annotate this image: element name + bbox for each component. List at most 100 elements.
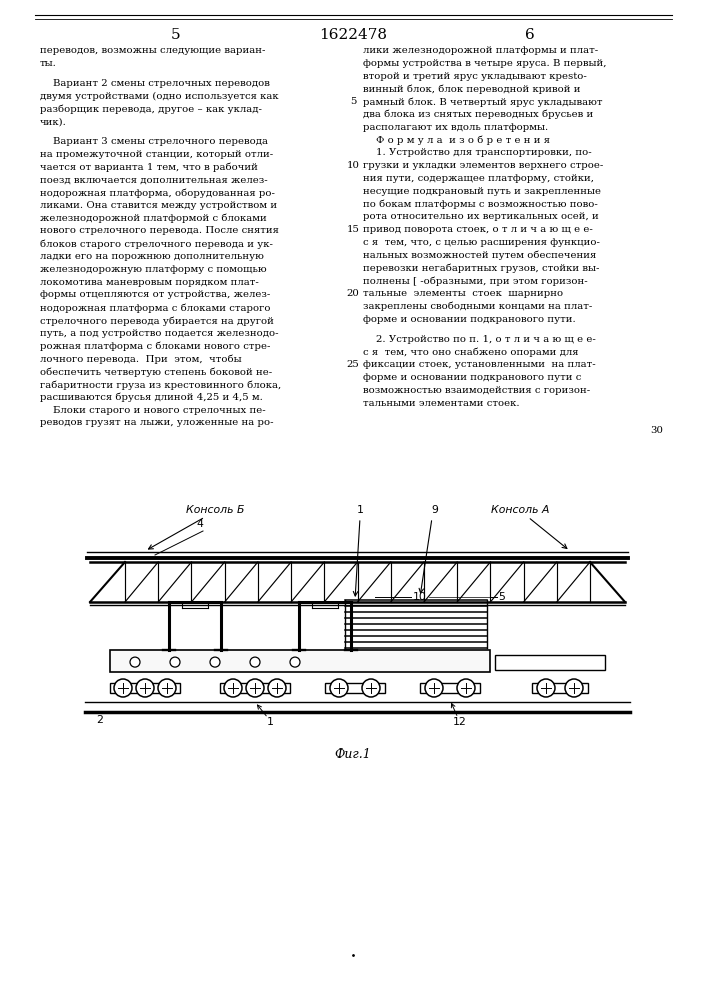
Text: рожная платформа с блоками нового стре-: рожная платформа с блоками нового стре- <box>40 342 270 351</box>
Text: рамный блок. В четвертый ярус укладывают: рамный блок. В четвертый ярус укладывают <box>363 97 602 107</box>
Circle shape <box>565 679 583 697</box>
Text: блоков старого стрелочного перевода и ук-: блоков старого стрелочного перевода и ук… <box>40 239 273 249</box>
Circle shape <box>457 679 475 697</box>
Circle shape <box>170 657 180 667</box>
Circle shape <box>136 679 154 697</box>
Text: 5: 5 <box>171 28 181 42</box>
Text: фиксации стоек, установленными  на плат-: фиксации стоек, установленными на плат- <box>363 360 595 369</box>
Text: 4: 4 <box>197 519 204 529</box>
Circle shape <box>290 657 300 667</box>
Circle shape <box>210 657 220 667</box>
Text: нового стрелочного перевода. После снятия: нового стрелочного перевода. После сняти… <box>40 226 279 235</box>
Text: перевозки негабаритных грузов, стойки вы-: перевозки негабаритных грузов, стойки вы… <box>363 264 600 273</box>
Text: ладки его на порожнюю дополнительную: ладки его на порожнюю дополнительную <box>40 252 264 261</box>
Circle shape <box>330 679 348 697</box>
Text: тальные  элементы  стоек  шарнирно: тальные элементы стоек шарнирно <box>363 289 563 298</box>
Text: с я  тем, что, с целью расширения функцио-: с я тем, что, с целью расширения функцио… <box>363 238 600 247</box>
Text: разборщик перевода, другое – как уклад-: разборщик перевода, другое – как уклад- <box>40 104 262 114</box>
Circle shape <box>250 657 260 667</box>
Text: грузки и укладки элементов верхнего строе-: грузки и укладки элементов верхнего стро… <box>363 161 603 170</box>
Text: реводов грузят на лыжи, уложенные на ро-: реводов грузят на лыжи, уложенные на ро- <box>40 418 274 427</box>
Text: 1. Устройство для транспортировки, по-: 1. Устройство для транспортировки, по- <box>363 148 592 157</box>
Text: форме и основании подкранового пути с: форме и основании подкранового пути с <box>363 373 581 382</box>
Text: второй и третий ярус укладывают крesto-: второй и третий ярус укладывают крesto- <box>363 72 587 81</box>
Text: привод поворота стоек, о т л и ч а ю щ е е-: привод поворота стоек, о т л и ч а ю щ е… <box>363 225 592 234</box>
Text: Фиг.1: Фиг.1 <box>334 748 371 761</box>
Text: по бокам платформы с возможностью пово-: по бокам платформы с возможностью пово- <box>363 200 597 209</box>
Bar <box>532 683 588 693</box>
Text: 20: 20 <box>346 289 359 298</box>
Text: ния пути, содержащее платформу, стойки,: ния пути, содержащее платформу, стойки, <box>363 174 594 183</box>
Text: 9: 9 <box>431 505 438 515</box>
Text: полнены [ -образными, при этом горизон-: полнены [ -образными, при этом горизон- <box>363 276 588 286</box>
Bar <box>495 655 605 670</box>
Text: двумя устройствами (одно используется как: двумя устройствами (одно используется ка… <box>40 91 279 101</box>
Text: 15: 15 <box>346 225 359 234</box>
Circle shape <box>224 679 242 697</box>
Text: 6: 6 <box>525 28 535 42</box>
Text: два блока из снятых переводных брусьев и: два блока из снятых переводных брусьев и <box>363 110 593 119</box>
Text: 2. Устройство по п. 1, о т л и ч а ю щ е е-: 2. Устройство по п. 1, о т л и ч а ю щ е… <box>363 335 596 344</box>
Text: чик).: чик). <box>40 117 67 126</box>
Text: 12: 12 <box>453 717 467 727</box>
Text: лики железнодорожной платформы и плат-: лики железнодорожной платформы и плат- <box>363 46 598 55</box>
Circle shape <box>425 679 443 697</box>
Circle shape <box>537 679 555 697</box>
Text: лочного перевода.  При  этом,  чтобы: лочного перевода. При этом, чтобы <box>40 354 242 364</box>
Text: ты.: ты. <box>40 59 57 68</box>
Text: 25: 25 <box>346 360 359 369</box>
Text: формы устройства в четыре яруса. В первый,: формы устройства в четыре яруса. В первы… <box>363 59 607 68</box>
Text: 5: 5 <box>498 592 505 602</box>
Text: несущие подкрановый путь и закрепленные: несущие подкрановый путь и закрепленные <box>363 187 601 196</box>
Text: с я  тем, что оно снабжено опорами для: с я тем, что оно снабжено опорами для <box>363 347 578 357</box>
Text: 2: 2 <box>97 715 103 725</box>
Text: переводов, возможны следующие вариан-: переводов, возможны следующие вариан- <box>40 46 265 55</box>
Text: локомотива маневровым порядком плат-: локомотива маневровым порядком плат- <box>40 278 259 287</box>
Text: располагают их вдоль платформы.: располагают их вдоль платформы. <box>363 123 548 132</box>
Text: Ф о р м у л а  и з о б р е т е н и я: Ф о р м у л а и з о б р е т е н и я <box>363 136 550 145</box>
Circle shape <box>362 679 380 697</box>
Text: 5: 5 <box>350 97 356 106</box>
Text: Вариант 3 смены стрелочного перевода: Вариант 3 смены стрелочного перевода <box>40 137 268 146</box>
Text: рота относительно их вертикальных осей, и: рота относительно их вертикальных осей, … <box>363 212 599 221</box>
Text: Вариант 2 смены стрелочных переводов: Вариант 2 смены стрелочных переводов <box>40 79 270 88</box>
Text: 30: 30 <box>650 426 663 435</box>
Text: 1: 1 <box>356 505 363 515</box>
Text: 1622478: 1622478 <box>319 28 387 42</box>
Text: на промежуточной станции, который отли-: на промежуточной станции, который отли- <box>40 150 273 159</box>
Text: 10: 10 <box>346 161 359 170</box>
Text: обеспечить четвертую степень боковой не-: обеспечить четвертую степень боковой не- <box>40 367 272 377</box>
Text: Консоль Б: Консоль Б <box>186 505 244 515</box>
Text: расшиваются брусья длиной 4,25 и 4,5 м.: расшиваются брусья длиной 4,25 и 4,5 м. <box>40 393 263 402</box>
Text: железнодорожную платформу с помощью: железнодорожную платформу с помощью <box>40 265 267 274</box>
Circle shape <box>158 679 176 697</box>
Bar <box>110 683 180 693</box>
Circle shape <box>268 679 286 697</box>
Text: стрелочного перевода убирается на другой: стрелочного перевода убирается на другой <box>40 316 274 326</box>
Circle shape <box>130 657 140 667</box>
Text: габаритности груза из крестовинного блока,: габаритности груза из крестовинного блок… <box>40 380 281 390</box>
Bar <box>110 650 490 672</box>
Text: нодорожная платформа с блоками старого: нодорожная платформа с блоками старого <box>40 303 271 313</box>
Text: путь, а под устройство подается железнодо-: путь, а под устройство подается железнод… <box>40 329 279 338</box>
Circle shape <box>246 679 264 697</box>
Text: Консоль А: Консоль А <box>491 505 549 515</box>
Text: формы отцепляются от устройства, желез-: формы отцепляются от устройства, желез- <box>40 290 270 299</box>
Text: 10: 10 <box>413 592 427 602</box>
Bar <box>220 683 290 693</box>
Text: чается от варианта 1 тем, что в рабочий: чается от варианта 1 тем, что в рабочий <box>40 162 258 172</box>
Text: ликами. Она ставится между устройством и: ликами. Она ставится между устройством и <box>40 201 277 210</box>
Text: закреплены свободными концами на плат-: закреплены свободными концами на плат- <box>363 302 592 311</box>
Text: Блоки старого и нового стрелочных пе-: Блоки старого и нового стрелочных пе- <box>40 406 266 415</box>
Text: возможностью взаимодействия с горизон-: возможностью взаимодействия с горизон- <box>363 386 590 395</box>
Text: нальных возможностей путем обеспечения: нальных возможностей путем обеспечения <box>363 251 596 260</box>
Circle shape <box>114 679 132 697</box>
Text: железнодорожной платформой с блоками: железнодорожной платформой с блоками <box>40 214 267 223</box>
Text: 1: 1 <box>267 717 274 727</box>
Bar <box>325 683 385 693</box>
Bar <box>420 683 480 693</box>
Text: тальными элементами стоек.: тальными элементами стоек. <box>363 399 520 408</box>
Text: винный блок, блок переводной кривой и: винный блок, блок переводной кривой и <box>363 84 580 94</box>
Text: поезд включается дополнительная желез-: поезд включается дополнительная желез- <box>40 175 268 184</box>
Text: нодорожная платформа, оборудованная ро-: нодорожная платформа, оборудованная ро- <box>40 188 275 198</box>
